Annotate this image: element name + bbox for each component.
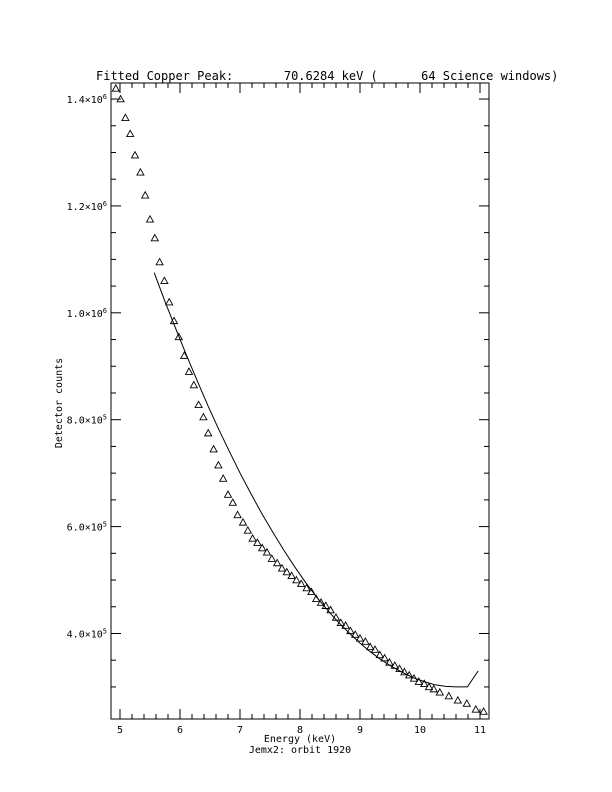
- data-point-triangle: [209, 444, 218, 453]
- data-point-triangle: [435, 687, 445, 696]
- plot-frame: [110, 82, 490, 720]
- data-point-triangle: [380, 653, 389, 662]
- data-point-triangle: [262, 547, 272, 556]
- x-tick-label: 5: [117, 725, 123, 736]
- data-point-triangle: [136, 167, 145, 176]
- y-axis-label: Detector counts: [54, 358, 65, 448]
- data-point-triangle: [218, 474, 228, 482]
- data-point-triangle: [385, 657, 394, 666]
- data-point-triangle: [257, 543, 267, 552]
- x-tick-label: 11: [474, 725, 486, 736]
- data-point-triangle: [471, 704, 481, 713]
- y-tick-label: 8.0×105: [67, 414, 107, 427]
- data-point-triangle: [400, 667, 409, 676]
- data-point-triangle: [150, 233, 160, 242]
- y-axis: 4.0×105 6.0×105 8.0×105 1.0×106 1.2×106 1.4×1…: [67, 93, 489, 688]
- data-point-triangle: [341, 621, 350, 629]
- x-tick-label: 8: [297, 725, 303, 736]
- data-point-triangle: [419, 679, 429, 687]
- data-point-triangle: [277, 563, 287, 572]
- x-axis-label: Energy (keV): [264, 734, 336, 745]
- data-point-triangle: [350, 630, 360, 638]
- data-point-triangle: [214, 460, 223, 469]
- data-point-triangle: [302, 583, 311, 592]
- data-point-triangle: [267, 554, 277, 562]
- data-point-triangle: [184, 367, 194, 375]
- data-point-triangle: [243, 525, 253, 534]
- data-point-triangle: [479, 707, 488, 715]
- data-point-triangle: [203, 428, 213, 437]
- data-point-triangle: [414, 677, 424, 685]
- data-point-triangle: [248, 533, 257, 542]
- data-point-triangle: [287, 571, 296, 580]
- chart-subtitle: Jemx2: orbit 1920: [249, 745, 351, 756]
- data-point-triangle: [125, 129, 135, 138]
- y-tick-label: 4.0×105: [67, 627, 107, 640]
- data-point-triangle: [395, 664, 404, 673]
- data-point-triangle: [130, 150, 140, 159]
- data-point-triangle: [429, 684, 439, 693]
- data-point-triangle: [462, 699, 472, 707]
- data-point-triangle: [444, 691, 454, 700]
- x-tick-label: 7: [237, 725, 243, 736]
- data-point-triangle: [160, 276, 169, 284]
- data-point-triangle: [361, 637, 370, 645]
- data-point-triangle: [223, 490, 233, 498]
- data-point-triangle: [326, 605, 335, 614]
- data-point-triangle: [145, 214, 155, 223]
- data-point-triangle: [116, 94, 125, 103]
- data-point-triangle: [111, 83, 121, 92]
- data-point-triangle: [355, 633, 365, 642]
- data-point-triangle: [238, 517, 248, 526]
- data-point-triangle: [272, 558, 282, 567]
- y-tick-label: 1.0×106: [67, 307, 107, 320]
- y-tick-label: 6.0×105: [67, 521, 107, 534]
- data-point-triangle: [155, 257, 164, 266]
- data-point-triangle: [140, 190, 150, 199]
- data-point-triangle: [189, 380, 199, 389]
- data-point-triangle: [424, 682, 434, 691]
- data-point-triangle: [253, 538, 262, 546]
- data-point-triangle: [199, 412, 208, 421]
- data-point-triangle: [375, 650, 385, 659]
- x-tick-label: 10: [414, 725, 426, 736]
- data-point-triangle: [292, 575, 301, 584]
- y-tick-label: 1.4×106: [67, 93, 107, 106]
- data-point-triangle: [233, 510, 242, 519]
- chart-title: Fitted Copper Peak: 70.6284 keV ( 64 Sci…: [96, 69, 558, 83]
- data-point-triangle: [316, 598, 326, 606]
- plot-area: [111, 83, 488, 715]
- data-point-triangle: [409, 673, 419, 682]
- data-point-triangle: [194, 400, 203, 408]
- data-point-triangle: [453, 695, 463, 704]
- data-point-triangle: [121, 113, 130, 121]
- y-tick-label: 1.2×106: [67, 200, 107, 213]
- data-point-triangle: [282, 567, 292, 576]
- data-point-triangle: [228, 498, 238, 506]
- x-axis: 5 6 7 8 9 10 11: [117, 83, 486, 736]
- fit-curve-line: [153, 272, 479, 688]
- x-tick-label: 6: [177, 725, 183, 736]
- data-point-triangle: [164, 297, 174, 306]
- data-point-triangle: [370, 645, 380, 653]
- data-point-triangle: [307, 587, 316, 596]
- data-point-triangle: [174, 332, 184, 341]
- data-point-triangle: [365, 642, 375, 651]
- data-point-triangle: [296, 579, 306, 588]
- x-tick-label: 9: [357, 725, 363, 736]
